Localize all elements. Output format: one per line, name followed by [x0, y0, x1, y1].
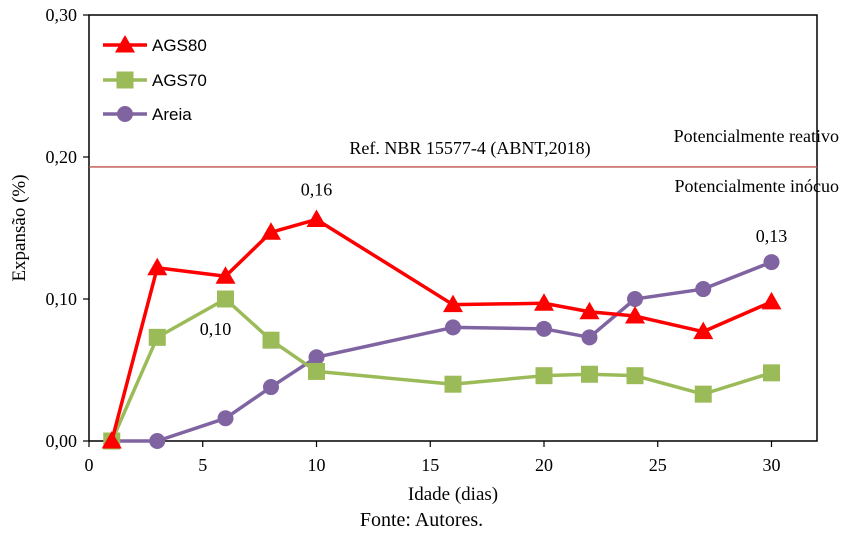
data-point-ags80 [306, 209, 327, 227]
data-point-areia [627, 291, 643, 307]
data-point-ags80 [693, 321, 714, 340]
innocuous-zone-label: Potencialmente inócuo [675, 176, 839, 196]
legend-marker-areia [117, 106, 133, 122]
x-tick-label: 10 [308, 455, 326, 475]
data-point-areia [217, 410, 234, 427]
data-point-ags80 [534, 293, 554, 311]
x-axis-title: Idade (dias) [408, 484, 498, 505]
y-tick-label: 0,20 [46, 147, 78, 167]
data-point-ags70 [763, 364, 780, 382]
legend-marker-ags70 [116, 71, 134, 89]
data-point-areia [445, 319, 461, 336]
x-tick-label: 25 [649, 455, 667, 475]
legend-label-ags80: AGS80 [152, 36, 207, 55]
data-point-areia [581, 329, 598, 346]
data-point-ags70 [581, 365, 598, 383]
data-point-ags70 [217, 290, 234, 308]
y-tick-label: 0,10 [46, 289, 78, 309]
reactive-zone-label: Potencialmente reativo [674, 126, 839, 146]
data-point-areia [536, 320, 552, 337]
data-point-ags80 [147, 257, 168, 276]
data-point-ags80 [761, 291, 782, 310]
expansion-chart: 0,00 0,10 0,20 0,30 0 5 10 15 20 25 30 Idade (dias)… [9, 5, 839, 505]
x-tick-label: 0 [85, 455, 94, 475]
data-point-ags70 [444, 375, 462, 393]
x-tick-label: 15 [421, 455, 439, 475]
y-tick-label: 0,00 [46, 431, 78, 451]
series-line-areia [111, 260, 773, 443]
legend-label-areia: Areia [152, 105, 192, 124]
reference-line-label: Ref. NBR 15577-4 (ABNT,2018) [349, 138, 590, 159]
data-point-areia [695, 281, 712, 298]
x-tick-label: 5 [198, 455, 207, 475]
y-axis-title: Expansão (%) [9, 174, 30, 281]
data-point-ags80 [101, 431, 122, 449]
data-label-ags80: 0,16 [301, 179, 333, 199]
data-point-ags80 [261, 222, 281, 240]
data-point-ags80 [579, 301, 600, 320]
legend-label-ags70: AGS70 [152, 71, 207, 90]
data-point-ags70 [262, 331, 280, 349]
data-label-ags70: 0,10 [200, 319, 232, 339]
data-point-areia [308, 349, 325, 366]
data-point-ags80 [215, 266, 236, 284]
data-point-areia [763, 254, 780, 271]
legend-marker-ags80 [115, 35, 135, 53]
data-point-areia [149, 433, 166, 449]
x-tick-label: 30 [763, 455, 781, 475]
data-point-ags80 [443, 294, 463, 313]
data-point-ags70 [535, 367, 553, 385]
data-point-areia [263, 379, 279, 396]
data-point-ags70 [626, 367, 644, 385]
y-tick-label: 0,30 [46, 5, 78, 25]
plot-frame [88, 14, 818, 442]
data-point-ags80 [625, 306, 645, 324]
data-point-ags70 [148, 328, 166, 346]
data-point-ags70 [694, 385, 712, 403]
x-tick-label: 20 [535, 455, 553, 475]
data-point-ags70 [308, 362, 325, 380]
data-label-areia: 0,13 [756, 226, 788, 246]
figure-caption: Fonte: Autores. [359, 509, 484, 531]
